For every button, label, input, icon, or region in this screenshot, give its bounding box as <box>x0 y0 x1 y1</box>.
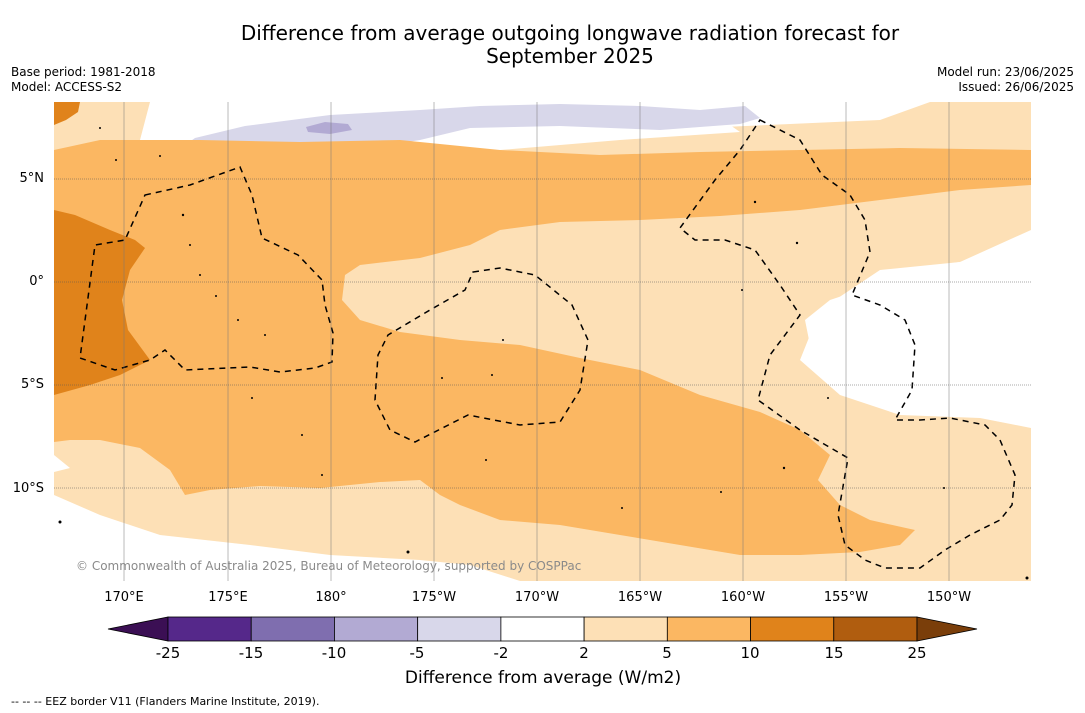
meta-left: Base period: 1981-2018 Model: ACCESS-S2 <box>11 65 156 95</box>
title-line-2: September 2025 <box>486 44 654 68</box>
meta-right: Model run: 23/06/2025 Issued: 26/06/2025 <box>937 65 1074 95</box>
eez-border-central <box>374 267 589 443</box>
colorbar-bin <box>500 616 585 642</box>
colorbar-bin <box>167 616 252 642</box>
island <box>321 474 323 476</box>
colorbar-tick: 10 <box>740 644 760 662</box>
island <box>199 274 201 276</box>
title-line-1: Difference from average outgoing longwav… <box>240 21 900 45</box>
island <box>753 200 757 204</box>
colorbar-tick: 25 <box>907 644 927 662</box>
island <box>782 466 786 470</box>
anomaly-region-neg-5-10 <box>306 122 352 134</box>
colorbar-tick: 5 <box>662 644 672 662</box>
island <box>1025 576 1029 580</box>
copyright-notice: © Commonwealth of Australia 2025, Bureau… <box>76 559 582 573</box>
colorbar-bin <box>334 616 419 642</box>
map-meridians <box>123 102 950 581</box>
island <box>795 241 799 245</box>
colorbar-bin <box>833 616 918 642</box>
island <box>485 459 487 461</box>
anomaly-region-10-15 <box>54 210 150 395</box>
anomaly-region-neutral-southwest <box>54 520 520 581</box>
map-fill <box>54 102 1031 581</box>
island <box>99 127 101 129</box>
island-markers <box>58 127 1029 580</box>
colorbar-bin <box>417 616 502 642</box>
lat-label-10s: 10°S <box>12 481 44 496</box>
island <box>181 213 185 217</box>
colorbar-label: Difference from average (W/m2) <box>404 668 682 688</box>
lon-label-155w: 155°W <box>823 590 869 605</box>
eez-borders <box>79 119 1016 569</box>
island <box>621 507 623 509</box>
anomaly-region-5-10 <box>54 140 1031 555</box>
colorbar-tick: 2 <box>579 644 589 662</box>
island <box>441 377 443 379</box>
island <box>237 319 239 321</box>
colorbar-tick: -2 <box>493 644 509 662</box>
lon-label-175w: 175°W <box>411 590 457 605</box>
colorbar-tick: 15 <box>824 644 844 662</box>
colorbar-under-arrow <box>107 616 169 642</box>
colorbar-tick: -25 <box>155 644 181 662</box>
lon-label-170e: 170°E <box>104 590 144 605</box>
lon-label-170w: 170°W <box>514 590 560 605</box>
map-gridlines <box>54 178 1031 489</box>
island <box>720 491 722 493</box>
colorbar-tick: -5 <box>409 644 425 662</box>
island <box>406 550 410 554</box>
eez-border-kiribati-west <box>79 166 334 373</box>
colorbar-bin <box>250 616 335 642</box>
anomaly-region-neutral-east <box>805 255 1031 400</box>
lon-label-160w: 160°W <box>720 590 766 605</box>
issued-date: Issued: 26/06/2025 <box>958 80 1074 94</box>
lat-label-0: 0° <box>29 274 44 289</box>
island <box>58 520 62 524</box>
model-name: Model: ACCESS-S2 <box>11 80 123 94</box>
island <box>251 397 253 399</box>
colorbar-bin <box>666 616 751 642</box>
island <box>741 289 743 291</box>
colorbar-bin <box>583 616 668 642</box>
colorbar-tick: -15 <box>238 644 264 662</box>
island <box>189 244 191 246</box>
lat-label-5n: 5°N <box>19 171 45 186</box>
island <box>215 295 217 297</box>
lon-label-150w: 150°W <box>926 590 972 605</box>
island <box>491 374 493 376</box>
model-run: Model run: 23/06/2025 <box>936 65 1074 79</box>
lat-label-5s: 5°S <box>20 377 44 392</box>
base-period: Base period: 1981-2018 <box>11 65 156 79</box>
island <box>827 397 829 399</box>
island <box>115 159 117 161</box>
island <box>264 334 266 336</box>
colorbar-bins <box>167 616 918 642</box>
eez-border-line-islands <box>678 119 1016 569</box>
island <box>943 487 945 489</box>
map-title: Difference from average outgoing longwav… <box>180 22 960 68</box>
island <box>301 434 303 436</box>
colorbar-bin <box>750 616 835 642</box>
eez-footnote: -- -- -- EEZ border V11 (Flanders Marine… <box>11 695 320 708</box>
anomaly-region-10-15-corner <box>54 102 80 125</box>
lon-label-165w: 165°W <box>617 590 663 605</box>
island <box>159 155 161 157</box>
lon-label-180: 180° <box>315 590 347 605</box>
colorbar-over-arrow <box>916 616 978 642</box>
lon-label-175e: 175°E <box>208 590 248 605</box>
island <box>502 339 504 341</box>
colorbar-tick: -10 <box>321 644 347 662</box>
